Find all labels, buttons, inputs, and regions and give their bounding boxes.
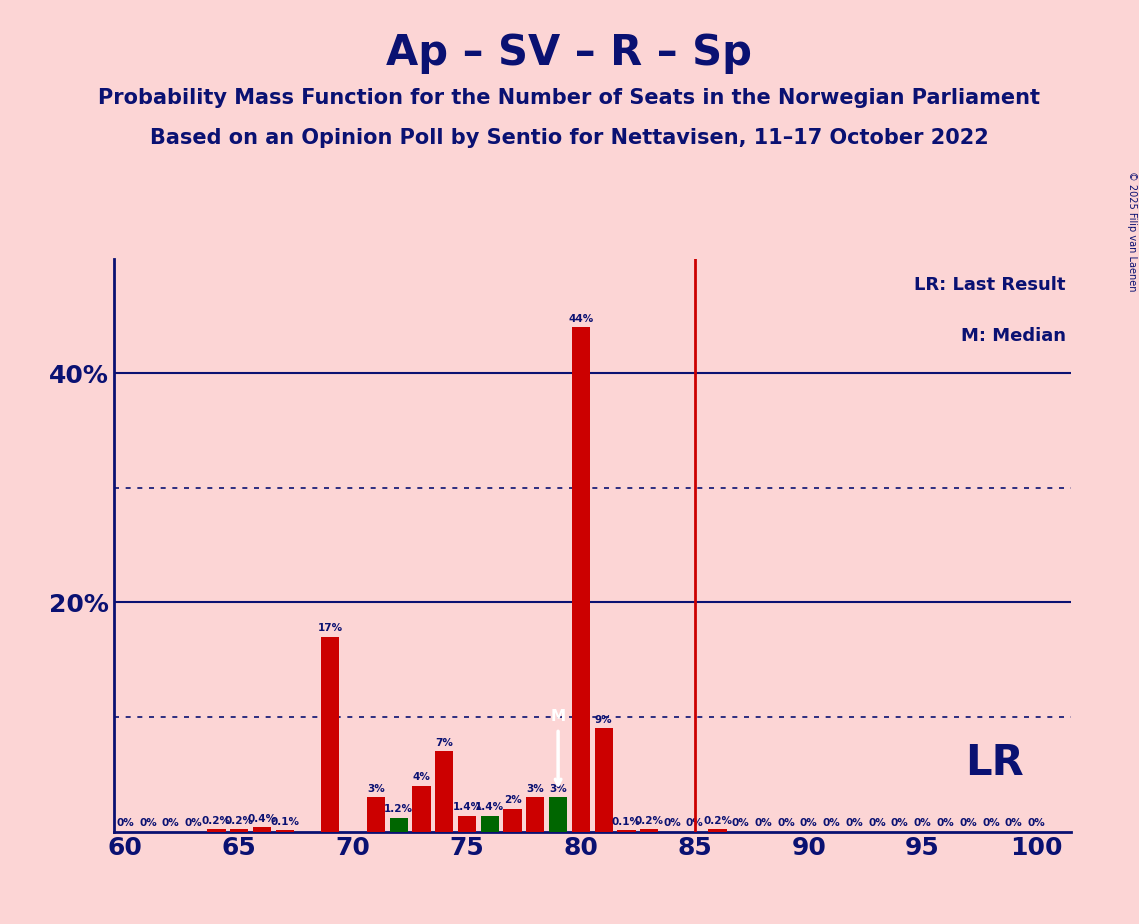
Bar — [503, 808, 522, 832]
Text: 17%: 17% — [318, 624, 343, 633]
Bar — [617, 831, 636, 832]
Bar — [390, 818, 408, 832]
Text: M: M — [550, 709, 566, 723]
Text: 0%: 0% — [162, 818, 180, 828]
Text: 0.2%: 0.2% — [202, 816, 231, 826]
Text: 0%: 0% — [686, 818, 704, 828]
Text: 3%: 3% — [367, 784, 385, 794]
Text: 0%: 0% — [822, 818, 841, 828]
Text: 0.4%: 0.4% — [247, 813, 277, 823]
Text: 0%: 0% — [982, 818, 1000, 828]
Bar — [640, 830, 658, 832]
Text: 0%: 0% — [913, 818, 932, 828]
Bar — [481, 816, 499, 832]
Bar — [276, 831, 294, 832]
Text: 7%: 7% — [435, 738, 453, 748]
Text: 0%: 0% — [800, 818, 818, 828]
Text: 2%: 2% — [503, 796, 522, 805]
Text: 1.4%: 1.4% — [452, 802, 482, 812]
Text: 0%: 0% — [116, 818, 134, 828]
Bar — [572, 327, 590, 832]
Text: 4%: 4% — [412, 772, 431, 783]
Text: 0%: 0% — [1027, 818, 1046, 828]
Text: 1.2%: 1.2% — [384, 805, 413, 814]
Text: 0%: 0% — [845, 818, 863, 828]
Text: 0%: 0% — [936, 818, 954, 828]
Text: 0%: 0% — [185, 818, 203, 828]
Text: 0.2%: 0.2% — [703, 816, 732, 826]
Bar — [207, 830, 226, 832]
Bar — [458, 816, 476, 832]
Bar — [708, 830, 727, 832]
Text: 0.1%: 0.1% — [270, 817, 300, 827]
Bar — [321, 637, 339, 832]
Text: 0%: 0% — [891, 818, 909, 828]
Text: 3%: 3% — [549, 784, 567, 794]
Text: 0%: 0% — [1005, 818, 1023, 828]
Text: © 2025 Filip van Laenen: © 2025 Filip van Laenen — [1126, 171, 1137, 291]
Text: 0.2%: 0.2% — [224, 816, 254, 826]
Text: 0%: 0% — [959, 818, 977, 828]
Bar — [435, 751, 453, 832]
Bar — [253, 827, 271, 832]
Text: 3%: 3% — [526, 784, 544, 794]
Bar — [230, 830, 248, 832]
Bar — [412, 785, 431, 832]
Text: 0%: 0% — [868, 818, 886, 828]
Text: 44%: 44% — [568, 314, 593, 324]
Text: 1.4%: 1.4% — [475, 802, 505, 812]
Text: 9%: 9% — [595, 715, 613, 725]
Text: 0.1%: 0.1% — [612, 817, 641, 827]
Bar — [526, 797, 544, 832]
Bar — [595, 728, 613, 832]
Text: LR: Last Result: LR: Last Result — [915, 276, 1066, 294]
Text: 0%: 0% — [754, 818, 772, 828]
Text: 0%: 0% — [663, 818, 681, 828]
Text: 0%: 0% — [139, 818, 157, 828]
Bar — [549, 797, 567, 832]
Text: M: Median: M: Median — [961, 327, 1066, 346]
Text: 0.2%: 0.2% — [634, 816, 664, 826]
Text: LR: LR — [965, 742, 1024, 784]
Text: 0%: 0% — [731, 818, 749, 828]
Text: Ap – SV – R – Sp: Ap – SV – R – Sp — [386, 32, 753, 74]
Bar — [367, 797, 385, 832]
Text: Probability Mass Function for the Number of Seats in the Norwegian Parliament: Probability Mass Function for the Number… — [98, 88, 1041, 108]
Text: 0%: 0% — [777, 818, 795, 828]
Text: Based on an Opinion Poll by Sentio for Nettavisen, 11–17 October 2022: Based on an Opinion Poll by Sentio for N… — [150, 128, 989, 148]
